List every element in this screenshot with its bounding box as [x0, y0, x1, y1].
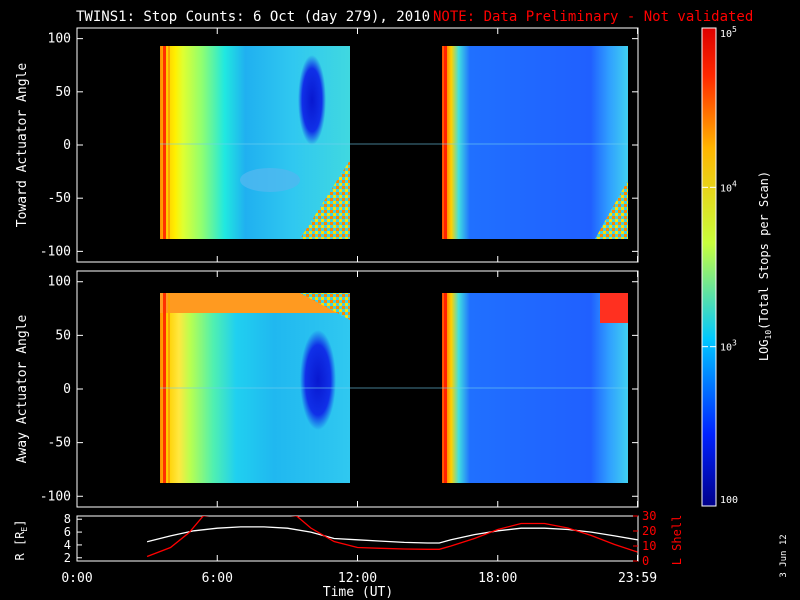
- away-stripe-4: [600, 293, 628, 323]
- colorbar-ticks: 105 104 103 100: [702, 25, 738, 507]
- toward-ytick-label-1: 50: [55, 85, 71, 100]
- away-ytick-label-0: 100: [48, 275, 71, 290]
- toward-stripe-2: [168, 46, 170, 239]
- x-tick-label-0: 0:00: [61, 571, 92, 586]
- toward-stripe-3: [444, 46, 447, 239]
- orbit-left-tick-label-0: 8: [64, 512, 71, 526]
- orbit-left-label: R [RE]: [13, 520, 29, 561]
- toward-stripe-1: [163, 46, 166, 239]
- orbit-right-label: L Shell: [670, 515, 684, 566]
- away-ytick-label-4: -100: [40, 489, 71, 504]
- toward-low-region: [240, 168, 300, 192]
- orbit-series: [146, 516, 638, 558]
- colorbar-tick-label-0: 105: [720, 25, 737, 40]
- away-ytick-label-1: 50: [55, 328, 71, 343]
- away-ytick-label-2: 0: [63, 382, 71, 397]
- toward-heatmap: [160, 46, 628, 239]
- toward-ytick-label-2: 0: [63, 138, 71, 153]
- away-checker-region: [300, 293, 350, 320]
- orbit-right-tick-label-2: 10: [642, 539, 656, 553]
- orbit-left-tick-label-3: 2: [64, 551, 71, 565]
- away-ytick-label-3: -50: [48, 436, 71, 451]
- x-tick-label-3: 18:00: [478, 571, 517, 586]
- x-tick-label-2: 12:00: [338, 571, 377, 586]
- away-blob: [300, 330, 336, 430]
- x-axis-label: Time (UT): [323, 585, 393, 600]
- away-y-label: Away Actuator Angle: [15, 314, 30, 463]
- colorbar-tick-label-1: 104: [720, 179, 737, 194]
- toward-checker-region-2: [595, 180, 628, 239]
- colorbar-tick-label-2: 103: [720, 339, 737, 354]
- toward-y-label: Toward Actuator Angle: [15, 63, 30, 228]
- colorbar-label: LOG10(Total Stops per Scan): [757, 171, 773, 361]
- toward-blob: [298, 55, 326, 145]
- colorbar-tick-label-3: 100: [720, 495, 738, 506]
- orbit-right-tick-label-3: 0: [642, 554, 649, 568]
- away-top-band: [160, 293, 350, 313]
- orbit-left-tick-label-1: 6: [64, 525, 71, 539]
- l-shell-line: [146, 516, 638, 558]
- toward-ytick-label-3: -50: [48, 191, 71, 206]
- chart-title: TWINS1: Stop Counts: 6 Oct (day 279), 20…: [76, 9, 430, 25]
- away-y-axis: 100 50 0 -50 -100: [40, 271, 639, 507]
- orbit-right-tick-label-1: 20: [642, 524, 656, 538]
- preliminary-note: NOTE: Data Preliminary - Not validated: [433, 9, 753, 25]
- toward-ytick-label-0: 100: [48, 32, 71, 47]
- toward-checker-region: [300, 160, 350, 239]
- toward-block-2: [442, 46, 628, 239]
- x-tick-label-4: 23:59: [618, 571, 657, 586]
- orbit-right-tick-label-0: 30: [642, 509, 656, 523]
- side-date: 3 Jun 12: [779, 534, 789, 577]
- radius-line: [146, 526, 638, 544]
- toward-ytick-label-4: -100: [40, 244, 71, 259]
- toward-y-axis: 100 50 0 -50 -100: [40, 28, 639, 262]
- x-tick-label-1: 6:00: [202, 571, 233, 586]
- colorbar: [701, 27, 717, 507]
- away-heatmap: [160, 293, 628, 483]
- orbit-left-tick-label-2: 4: [64, 538, 71, 552]
